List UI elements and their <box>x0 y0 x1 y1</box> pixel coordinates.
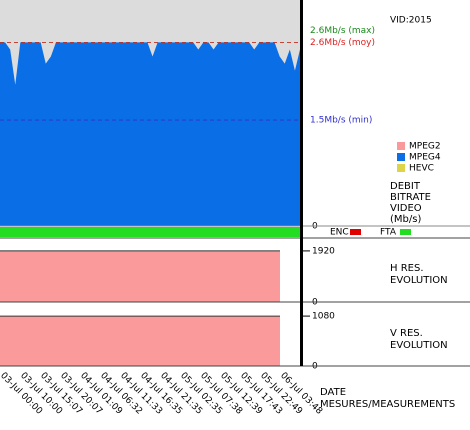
resolution-bar <box>20 250 40 302</box>
resolution-bar <box>220 250 240 302</box>
resolution-bar <box>100 316 120 366</box>
resolution-bar <box>40 316 60 366</box>
resolution-bar <box>260 250 280 302</box>
resolution-bar <box>60 250 80 302</box>
legend-label: HEVC <box>409 164 434 174</box>
resolution-bar <box>240 316 260 366</box>
resolution-bar <box>220 316 240 366</box>
resolution-bar <box>60 316 80 366</box>
resolution-bar <box>160 316 180 366</box>
legend-swatch <box>397 164 405 172</box>
y-tick-label: 1080 <box>312 312 335 322</box>
y-tick-label: 1920 <box>312 246 335 256</box>
resolution-bar <box>140 250 160 302</box>
legend-swatch <box>397 153 405 161</box>
panel-title: V RES. EVOLUTION <box>390 328 448 351</box>
resolution-bar <box>80 250 100 302</box>
video-id: VID:2015 <box>390 16 432 26</box>
resolution-bar <box>120 250 140 302</box>
flag-label: ENC <box>330 228 349 238</box>
resolution-bar <box>40 250 60 302</box>
resolution-bar <box>160 250 180 302</box>
resolution-bar <box>20 316 40 366</box>
flag-swatch <box>350 229 361 235</box>
resolution-bar <box>200 250 220 302</box>
resolution-bar <box>180 316 200 366</box>
annotation-label: 1.5Mb/s (min) <box>310 116 372 126</box>
resolution-bar <box>180 250 200 302</box>
resolution-bar <box>120 316 140 366</box>
panel-title: H RES. EVOLUTION <box>390 263 448 286</box>
resolution-bar <box>140 316 160 366</box>
resolution-bar <box>0 316 20 366</box>
resolution-bar <box>80 316 100 366</box>
y-axis-label: DEBIT BITRATE VIDEO (Mb/s) <box>390 181 431 225</box>
resolution-bar <box>0 250 20 302</box>
annotation-label: 2.6Mb/s (moy) <box>310 38 375 48</box>
resolution-bar <box>260 316 280 366</box>
legend-swatch <box>397 142 405 150</box>
plot-border <box>300 0 303 366</box>
flag-label: FTA <box>380 228 397 238</box>
x-axis-label: DATE MESURES/MEASUREMENTS <box>320 387 455 410</box>
resolution-bar <box>240 250 260 302</box>
annotation-label: 2.6Mb/s (max) <box>310 26 375 36</box>
flag-swatch <box>400 229 411 235</box>
legend-label: MPEG2 <box>409 142 441 152</box>
bitrate-area <box>0 42 300 226</box>
resolution-bar <box>100 250 120 302</box>
status-bar <box>0 227 300 237</box>
legend-label: MPEG4 <box>409 153 441 163</box>
resolution-bar <box>200 316 220 366</box>
